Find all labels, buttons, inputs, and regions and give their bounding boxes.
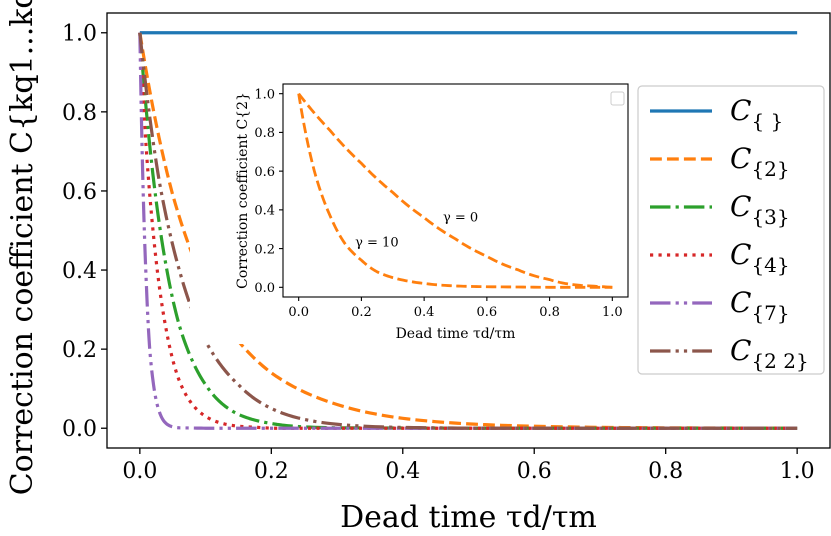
main-xtick-label: 0.4 [385,459,420,484]
inset-ytick-label: 0.0 [254,281,275,296]
main-ylabel: Correction coefficient C{kq1...kqQ} [5,0,40,495]
inset-ytick-label: 0.2 [254,242,275,257]
inset-ylabel: Correction coefficient C{2} [235,92,251,289]
inset-frame [282,83,629,298]
inset-xtick-label: 0.0 [288,305,309,320]
inset-series-1 [297,93,613,289]
inset-xtick-label: 0.6 [477,305,498,320]
main-series-5 [138,32,798,430]
main-ytick-label: 0.2 [62,338,97,363]
inset-plot-area [283,84,628,297]
inset-legend-box [610,91,625,106]
main-xtick-label: 0.2 [254,459,289,484]
main-frame [106,12,831,449]
inset-ytick-label: 0.4 [254,204,275,219]
legend-label-3: C{4} [730,238,790,277]
inset-ytick-label: 1.0 [254,87,275,102]
main-xtick-label: 0.6 [517,459,552,484]
main-series-3 [138,32,798,430]
inset-series-0 [297,92,613,289]
legend-label-5: C{2 2} [730,334,809,373]
legend-label-4: C{7} [730,286,790,325]
main-ytick-label: 0.0 [62,417,97,442]
inset-xtick-label: 0.2 [351,305,372,320]
inset-xlabel: Dead time τd/τm [396,326,516,342]
inset-annotation-1: γ = 10 [355,236,398,251]
main-xlabel: Dead time τd/τm [340,500,597,535]
legend: C{ } C{2} C{3} C{4} C{7} C{2 2} [637,85,825,375]
inset-ytick-label: 0.8 [254,126,275,141]
main-xtick-label: 1.0 [780,459,815,484]
legend-label-2: C{3} [730,190,790,229]
legend-label-0: C{ } [730,94,783,133]
inset-xtick-label: 0.8 [539,305,560,320]
inset-xtick-label: 0.4 [414,305,435,320]
main-ytick-label: 0.6 [62,180,97,205]
main-ytick-label: 0.4 [62,259,97,284]
legend-label-1: C{2} [730,142,790,181]
inset-xtick-label: 1.0 [602,305,623,320]
main-xtick-label: 0.8 [648,459,683,484]
main-series-4 [138,32,798,430]
legend-box [637,85,825,375]
inset-annotation-0: γ = 0 [443,210,478,225]
inset-plot: 0.0 0.2 0.4 0.6 0.8 1.0 0.0 0.2 0.4 0.6 0.8 1.0 γ = … [190,76,636,344]
main-ytick-label: 0.8 [62,101,97,126]
inset-ytick-label: 0.6 [254,165,275,180]
main-xtick-label: 0.0 [122,459,157,484]
main-ytick-label: 1.0 [62,22,97,47]
